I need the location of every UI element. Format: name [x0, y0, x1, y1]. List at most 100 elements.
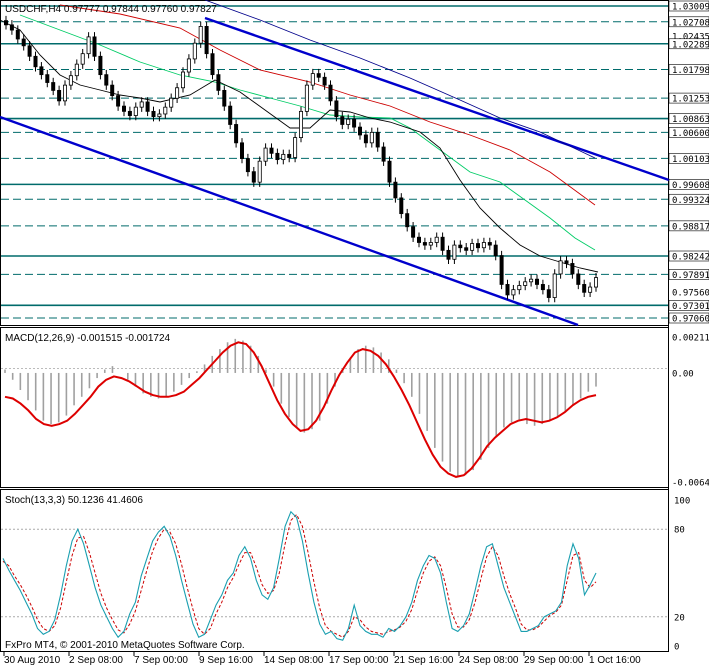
macd-panel-frame [0, 327, 669, 488]
candle-body [434, 236, 439, 243]
candle-body [98, 55, 103, 76]
candle-body [352, 118, 357, 128]
candle-body [51, 82, 56, 91]
candle-body [422, 242, 427, 246]
candle-body [281, 153, 286, 161]
price-tag-box [668, 300, 709, 311]
candle-body [493, 244, 498, 256]
price-tag-box [668, 179, 709, 190]
candle-body [446, 249, 451, 260]
time-tick-label: 17 Sep 00:00 [329, 655, 389, 666]
candle-body [175, 87, 180, 99]
price-tick-label: 1.00600 [672, 129, 709, 139]
price-tag-box [668, 113, 709, 124]
ma-green-line [19, 14, 596, 251]
stoch-panel-frame [0, 489, 669, 652]
candle-body [9, 24, 14, 31]
macd-axis: 0.00211 0.00 -0.0064 [672, 334, 709, 489]
trend-channel-lines[interactable] [0, 16, 670, 327]
candle-body [116, 95, 121, 107]
candle-body [239, 142, 244, 159]
time-tick-label: 29 Sep 00:00 [524, 655, 584, 666]
candle-body [411, 226, 416, 238]
price-tick-label: 1.00103 [672, 155, 709, 165]
candle-body [186, 58, 191, 73]
candle-body [546, 289, 551, 298]
candle-body [15, 29, 20, 40]
candle-body [298, 110, 303, 138]
candle-body [440, 236, 445, 251]
candle-body [328, 84, 333, 102]
candle-body [192, 42, 197, 60]
main-panel-frame [0, 0, 669, 326]
candle-body [564, 260, 569, 264]
copyright-footer: FxPro MT4, © 2001-2010 MetaQuotes Softwa… [5, 640, 245, 651]
candle-body [198, 26, 203, 44]
candle-body [346, 118, 351, 125]
candle-body [275, 152, 280, 161]
candle-body [293, 137, 298, 158]
ma-red-line [59, 4, 596, 206]
price-tick-label: 0.97301 [672, 302, 709, 312]
candle-body [127, 110, 132, 116]
candle-body [481, 242, 486, 249]
macd-header: MACD(12,26,9) -0.001515 -0.001724 [5, 333, 171, 344]
candle-body [68, 75, 73, 86]
stoch-tick-label: 0 [674, 643, 679, 653]
candle-body [558, 260, 563, 275]
candle-body [86, 36, 91, 55]
upper-channel-line[interactable] [204, 16, 670, 182]
candle-body [163, 106, 168, 115]
candle-body [517, 285, 522, 291]
candle-body [4, 20, 9, 26]
candle-body [310, 73, 315, 86]
candle-body [428, 242, 433, 246]
candle-body [363, 134, 368, 144]
candle-body [269, 147, 274, 154]
candle-body [452, 244, 457, 260]
candle-body [387, 160, 392, 183]
candle-body [340, 116, 345, 125]
candle-body [405, 213, 410, 228]
price-tick-label: 1.02708 [672, 18, 709, 28]
macd-tick-label: -0.0064 [672, 479, 709, 489]
candle-body [145, 101, 150, 112]
price-tick-label: 0.99608 [672, 181, 709, 191]
candle-body [180, 71, 185, 89]
candle-body [588, 286, 593, 293]
candle-body [322, 76, 327, 86]
time-tick-label: 2 Sep 08:00 [69, 655, 123, 666]
lower-channel-line[interactable] [0, 115, 579, 327]
candle-body [92, 36, 97, 57]
price-tick-label: 0.99324 [672, 196, 709, 206]
candle-body [216, 74, 221, 91]
price-tag-box [668, 269, 709, 280]
candle-body [222, 89, 227, 107]
price-tag-box [668, 64, 709, 75]
stoch-tick-label: 80 [674, 526, 685, 536]
candle-body [458, 244, 463, 249]
candle-body [393, 181, 398, 199]
price-tag-box [668, 250, 709, 262]
candle-body [151, 110, 156, 118]
price-tick-label: 0.98242 [672, 253, 709, 263]
moving-averages [0, 0, 599, 273]
price-tag-box [668, 312, 709, 324]
candle-body [104, 74, 109, 86]
candle-body [304, 84, 309, 112]
price-tag-box [668, 220, 709, 232]
candle-body [122, 105, 127, 112]
candle-body [287, 153, 292, 158]
stoch-tick-label: 20 [674, 613, 685, 623]
candle-body [80, 53, 85, 65]
candle-body [523, 281, 528, 286]
price-tick-label: 1.01798 [672, 66, 709, 76]
price-tick-label: 1.02435 [672, 33, 709, 43]
price-tick-label: 0.98817 [672, 222, 709, 232]
time-axis: 30 Aug 2010 2 Sep 08:00 7 Sep 00:00 9 Sep 1… [3, 652, 641, 666]
price-tag-box [668, 92, 709, 104]
stoch-axis: 100 80 20 0 [674, 497, 690, 653]
stoch-main-line [2, 510, 597, 641]
